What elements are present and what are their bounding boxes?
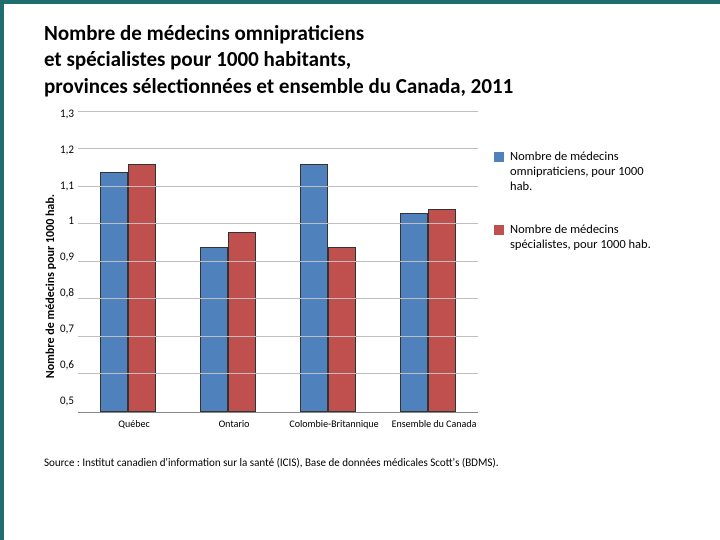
legend-label: Nombre de médecins spécialistes, pour 10…: [510, 222, 664, 252]
bar: [300, 164, 328, 412]
x-tick: Ontario: [184, 417, 284, 430]
y-tick: 0,9: [60, 250, 74, 263]
title-line-1: Nombre de médecins omnipraticiens: [44, 20, 364, 46]
y-axis-label: Nombre de médecins pour 1000 hab.: [44, 164, 58, 378]
bar-group: [178, 232, 278, 412]
gridline: [78, 148, 478, 149]
y-tick: 0,6: [60, 358, 74, 371]
chart-area: Nombre de médecins pour 1000 hab. 1,31,2…: [44, 113, 690, 430]
bar-group: [378, 209, 478, 412]
gridline: [78, 298, 478, 299]
gridline: [78, 373, 478, 374]
title-line-3: provinces sélectionnées et ensemble du C…: [44, 73, 513, 99]
legend-item: Nombre de médecins omnipraticiens, pour …: [494, 149, 664, 194]
chart-title: Nombre de médecins omnipraticiens et spé…: [44, 20, 690, 99]
plot-region: [78, 113, 478, 413]
y-tick: 0,7: [60, 322, 74, 335]
legend-swatch: [494, 225, 504, 235]
legend-item: Nombre de médecins spécialistes, pour 10…: [494, 222, 664, 252]
bar-group: [278, 164, 378, 412]
gridline: [78, 223, 478, 224]
bar: [328, 247, 356, 412]
bar-groups: [78, 113, 478, 412]
bar: [228, 232, 256, 412]
bar: [400, 213, 428, 412]
x-tick: Ensemble du Canada: [384, 417, 484, 430]
legend: Nombre de médecins omnipraticiens, pour …: [494, 113, 664, 280]
y-tick: 0,5: [60, 394, 74, 407]
bar: [128, 164, 156, 412]
x-axis-ticks: QuébecOntarioColombie-BritanniqueEnsembl…: [84, 413, 484, 430]
legend-swatch: [494, 152, 504, 162]
y-tick: 1,3: [60, 107, 74, 120]
gridline: [78, 261, 478, 262]
y-tick: 0,8: [60, 286, 74, 299]
y-tick: 1,2: [60, 143, 74, 156]
x-tick: Colombie-Britannique: [284, 417, 384, 430]
bar-group: [78, 164, 178, 412]
bar: [100, 172, 128, 412]
y-tick: 1,1: [60, 179, 74, 192]
y-axis-ticks: 1,3 1,2 1,1 1 0,9 0,8 0,7 0,6 0,5: [60, 107, 78, 407]
gridline: [78, 336, 478, 337]
title-line-2: et spécialistes pour 1000 habitants,: [44, 46, 351, 72]
bar: [428, 209, 456, 412]
source-footnote: Source : Institut canadien d'information…: [44, 456, 690, 469]
x-tick: Québec: [84, 417, 184, 430]
bar: [200, 247, 228, 412]
y-tick: 1: [68, 214, 74, 227]
gridline: [78, 186, 478, 187]
legend-label: Nombre de médecins omnipraticiens, pour …: [510, 149, 664, 194]
gridline: [78, 111, 478, 112]
